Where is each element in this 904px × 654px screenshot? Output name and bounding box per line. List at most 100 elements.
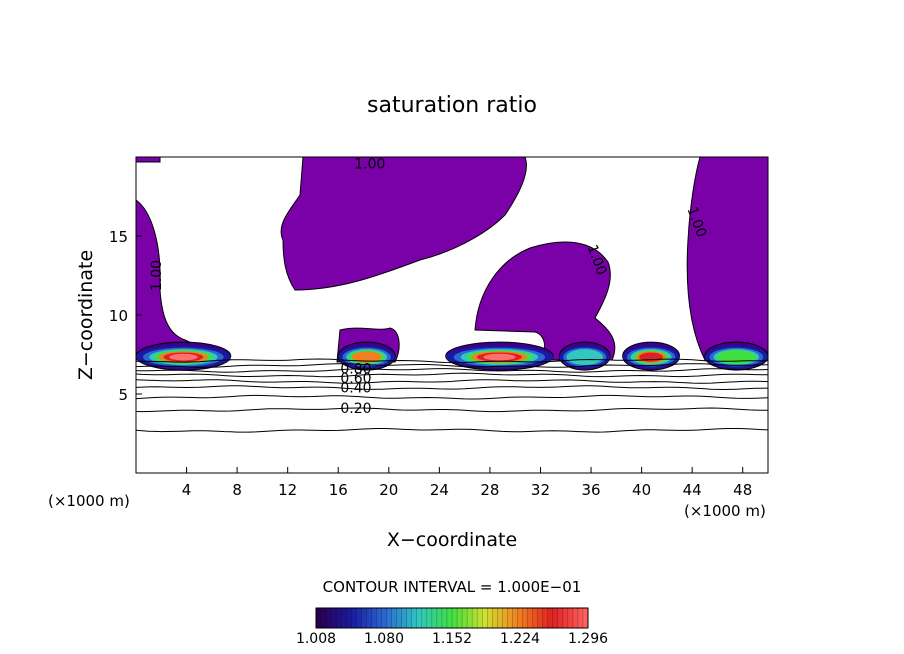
colorbar-cell xyxy=(366,608,372,628)
x-tick-label: 48 xyxy=(733,481,752,499)
colorbar-cell xyxy=(371,608,377,628)
y-tick-label: 10 xyxy=(109,307,128,325)
colorbar-frame xyxy=(315,607,589,629)
colorbar-cell xyxy=(316,608,322,628)
saturation-level xyxy=(716,350,756,364)
contour-label: 0.20 xyxy=(340,401,371,417)
colorbar-cell xyxy=(336,608,342,628)
y-tick-label: 5 xyxy=(118,386,128,404)
x-unit-left: (×1000 m) xyxy=(48,492,130,510)
chart-title: saturation ratio xyxy=(367,93,537,118)
colorbar-cell xyxy=(321,608,327,628)
colorbar-cell xyxy=(426,608,433,628)
x-tick-label: 24 xyxy=(430,481,449,499)
colorbar-label: 1.296 xyxy=(568,631,608,647)
x-tick-label: 8 xyxy=(232,481,242,499)
colorbar-cell xyxy=(572,608,579,628)
colorbar-cell xyxy=(512,608,518,628)
colorbar-cell xyxy=(436,608,443,628)
x-axis: 4 8 12 16 20 24 28 32 36 40 44 48 xyxy=(182,467,752,499)
colorbar-cell xyxy=(537,608,544,628)
colorbar-label: 1.152 xyxy=(432,631,472,647)
colorbar-cell xyxy=(381,608,388,628)
colorbar-cell xyxy=(462,608,468,628)
colorbar-cell xyxy=(386,608,393,628)
colorbar-cell xyxy=(446,608,453,628)
colorbar-cell xyxy=(492,608,498,628)
colorbar-cell xyxy=(356,608,362,628)
contour-line xyxy=(135,363,769,368)
colorbar-cell xyxy=(341,608,347,628)
colorbar-cell xyxy=(532,608,539,628)
colorbar-cell xyxy=(487,608,493,628)
colorbar-cell xyxy=(507,608,513,628)
contour-line xyxy=(136,368,769,373)
contour-line xyxy=(135,385,769,391)
colorbar-cell xyxy=(527,608,534,628)
colorbar-cell xyxy=(557,608,564,628)
colorbar-cell xyxy=(577,608,584,628)
colorbar-cell xyxy=(452,608,458,628)
cloud-region xyxy=(135,156,161,163)
contour-interval: CONTOUR INTERVAL = 1.000E−01 xyxy=(323,578,582,596)
colorbar-cell xyxy=(457,608,463,628)
x-tick-label: 16 xyxy=(329,481,348,499)
contour-line xyxy=(135,407,769,413)
x-tick-label: 12 xyxy=(278,481,297,499)
saturation-level xyxy=(566,349,603,365)
cloud-region xyxy=(686,156,769,361)
x-tick-label: 4 xyxy=(182,481,192,499)
colorbar-cell xyxy=(477,608,483,628)
x-tick-label: 36 xyxy=(581,481,600,499)
plot-area: 1.001.00 1.001.000.800.600.400.20 xyxy=(135,156,769,433)
colorbar-cell xyxy=(522,608,529,628)
colorbar-cell xyxy=(497,608,503,628)
y-tick-label: 15 xyxy=(109,228,128,246)
saturation-level xyxy=(483,353,516,361)
colorbar-cell xyxy=(582,608,589,628)
contour-line xyxy=(135,379,769,384)
contour-line xyxy=(135,394,769,400)
saturation-level xyxy=(351,351,382,363)
colorbar-cell xyxy=(411,608,418,628)
colorbar-cell xyxy=(542,608,549,628)
colorbar-cell xyxy=(431,608,438,628)
colorbar-cell xyxy=(346,608,352,628)
x-tick-label: 28 xyxy=(480,481,499,499)
colorbar-cell xyxy=(401,608,408,628)
colorbar-cell xyxy=(517,608,524,628)
contour-label: 1.00 xyxy=(149,260,165,291)
contour-line xyxy=(135,358,769,364)
cloud-region xyxy=(280,156,527,291)
colorbar-cell xyxy=(472,608,478,628)
colorbar-cell xyxy=(406,608,413,628)
colorbar-cell xyxy=(502,608,508,628)
x-tick-label: 20 xyxy=(379,481,398,499)
x-tick-label: 44 xyxy=(683,481,702,499)
colorbar-label: 1.080 xyxy=(364,631,404,647)
contour-label: 0.40 xyxy=(340,381,371,397)
colorbar-cell xyxy=(552,608,559,628)
colorbar-cell xyxy=(376,608,382,628)
colorbar: 1.008 1.080 1.152 1.224 1.296 xyxy=(296,607,608,647)
y-axis-label: Z−coordinate xyxy=(75,250,97,380)
colorbar-cell xyxy=(351,608,357,628)
contour-line xyxy=(135,372,768,378)
colorbar-cell xyxy=(421,608,428,628)
colorbar-cell xyxy=(567,608,574,628)
y-axis: 5 10 15 xyxy=(109,228,142,404)
contour-label: 0.80 xyxy=(340,362,371,378)
colorbar-cell xyxy=(416,608,423,628)
colorbar-cell xyxy=(361,608,367,628)
contour-label: 0.60 xyxy=(340,371,371,387)
colorbar-label: 1.008 xyxy=(296,631,336,647)
x-tick-label: 40 xyxy=(632,481,651,499)
colorbar-cell xyxy=(331,608,337,628)
colorbar-cell xyxy=(441,608,448,628)
x-tick-label: 32 xyxy=(531,481,550,499)
colorbar-cell xyxy=(326,608,332,628)
contour-line xyxy=(135,428,769,433)
x-axis-label: X−coordinate xyxy=(387,529,517,551)
colorbar-cell xyxy=(396,608,403,628)
